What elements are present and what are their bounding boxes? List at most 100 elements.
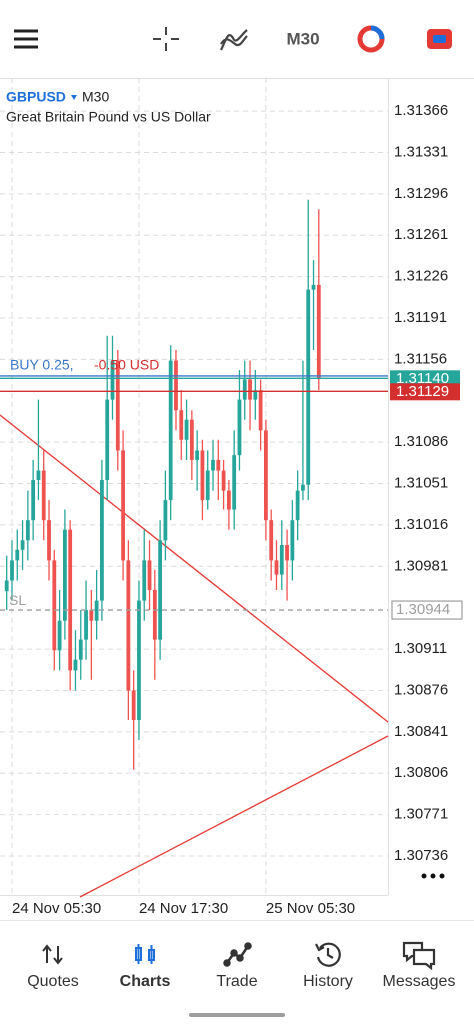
tab-label[interactable]: History: [303, 973, 353, 990]
y-tick-label: 1.30771: [394, 806, 448, 823]
candle-body: [147, 560, 152, 590]
y-tick-label: 1.30806: [394, 764, 448, 781]
candle-body: [152, 589, 157, 640]
candle-body: [73, 659, 78, 671]
candle-body: [100, 479, 104, 601]
position-label: BUY 0.25,: [10, 357, 74, 373]
crosshair-button[interactable]: [153, 27, 179, 51]
candle-body: [78, 639, 83, 660]
candle-body: [221, 470, 226, 491]
y-tick-label: 1.31051: [394, 475, 448, 492]
menu-button[interactable]: [14, 29, 38, 49]
candle-body: [41, 470, 46, 521]
price-label: 1.31129: [396, 383, 449, 400]
candle-body: [62, 529, 67, 621]
x-tick-label: 25 Nov 05:30: [266, 900, 355, 917]
tab-label[interactable]: Charts: [120, 973, 171, 990]
symbol-dropdown[interactable]: [71, 95, 77, 100]
y-tick-label: 1.31156: [394, 350, 447, 367]
candle-body: [163, 500, 168, 541]
trend-line: [0, 414, 389, 723]
candle-body: [105, 399, 110, 480]
overlay: SL 1.30944 BUY 0.25, -0.50 USD 1.311401.3112…: [0, 357, 463, 620]
candle-body: [168, 360, 173, 501]
candle-body: [253, 390, 258, 400]
chart-frame: [0, 78, 474, 896]
candle-body: [57, 620, 62, 651]
candle-body: [184, 419, 189, 440]
charts-icon[interactable]: [135, 944, 155, 964]
candle-body: [174, 360, 178, 411]
y-tick-label: 1.31261: [394, 226, 448, 243]
symbol[interactable]: GBPUSD: [6, 89, 66, 105]
objects-button[interactable]: [357, 25, 385, 53]
x-tick-label: 24 Nov 05:30: [12, 900, 101, 917]
price-box: [390, 383, 460, 401]
candle-body: [295, 490, 300, 521]
trade-icon[interactable]: [223, 942, 252, 967]
tab-label[interactable]: Messages: [383, 973, 456, 990]
candle-body: [264, 430, 268, 521]
y-tick-label: 1.31086: [394, 433, 448, 450]
candle-body: [311, 284, 316, 290]
candle-body: [47, 520, 51, 561]
candle-body: [200, 450, 205, 501]
y-tick-label: 1.31016: [394, 516, 448, 533]
candle-body: [137, 600, 141, 721]
candle-body: [285, 545, 289, 561]
position-profit: -0.50 USD: [94, 357, 159, 373]
timeframe-button[interactable]: M30: [286, 29, 319, 48]
candle-body: [316, 284, 321, 379]
y-tick-label: 1.31331: [394, 143, 448, 160]
candle-body: [89, 610, 94, 621]
candle-body: [10, 560, 14, 581]
candle-body: [195, 450, 200, 460]
y-tick-label: 1.31296: [394, 185, 448, 202]
candle-body: [68, 529, 73, 671]
trade-button[interactable]: [427, 29, 452, 49]
candle-body: [216, 459, 221, 471]
candle-body: [211, 459, 215, 471]
candle-body: [237, 399, 242, 456]
indicators-button[interactable]: [220, 29, 248, 51]
more-button[interactable]: [421, 873, 445, 879]
candle-body: [205, 470, 210, 501]
candle-body: [158, 540, 163, 640]
y-tick-label: 1.30876: [394, 681, 448, 698]
candle-body: [31, 479, 36, 521]
candle-body: [274, 560, 279, 575]
toolbar: M30: [14, 25, 452, 53]
candle-body: [189, 419, 194, 460]
y-tick-label: 1.30911: [394, 640, 447, 657]
candle-body: [110, 360, 115, 400]
bottom-nav: Quotes Charts Trade History Messages: [0, 920, 474, 1004]
history-icon[interactable]: [315, 942, 341, 967]
candle-body: [126, 560, 131, 691]
stop-loss-label: SL: [9, 592, 26, 608]
y-tick-label: 1.31226: [394, 268, 448, 285]
grid: [0, 78, 388, 895]
candles: [4, 199, 321, 770]
candle-body: [15, 549, 20, 561]
candle-body: [232, 455, 237, 510]
candle-body: [306, 289, 311, 485]
candle-body: [290, 520, 295, 561]
quotes-icon[interactable]: [42, 944, 63, 965]
gesture-bar: [189, 1013, 285, 1017]
candle-body: [115, 360, 120, 451]
stop-loss-box: [391, 600, 463, 620]
x-tick-label: 24 Nov 17:30: [139, 900, 228, 917]
candle-body: [94, 600, 99, 621]
symbol-description: Great Britain Pound vs US Dollar: [6, 109, 211, 125]
candle-body: [242, 379, 247, 400]
candle-body: [179, 410, 184, 440]
tab-label[interactable]: Trade: [216, 973, 257, 990]
messages-icon[interactable]: [402, 941, 436, 971]
y-tick-label: 1.30981: [394, 557, 448, 574]
price-label: 1.31140: [396, 370, 449, 387]
y-tick-label: 1.30736: [394, 847, 448, 864]
candle-body: [279, 545, 284, 575]
tab-label[interactable]: Quotes: [27, 973, 79, 990]
